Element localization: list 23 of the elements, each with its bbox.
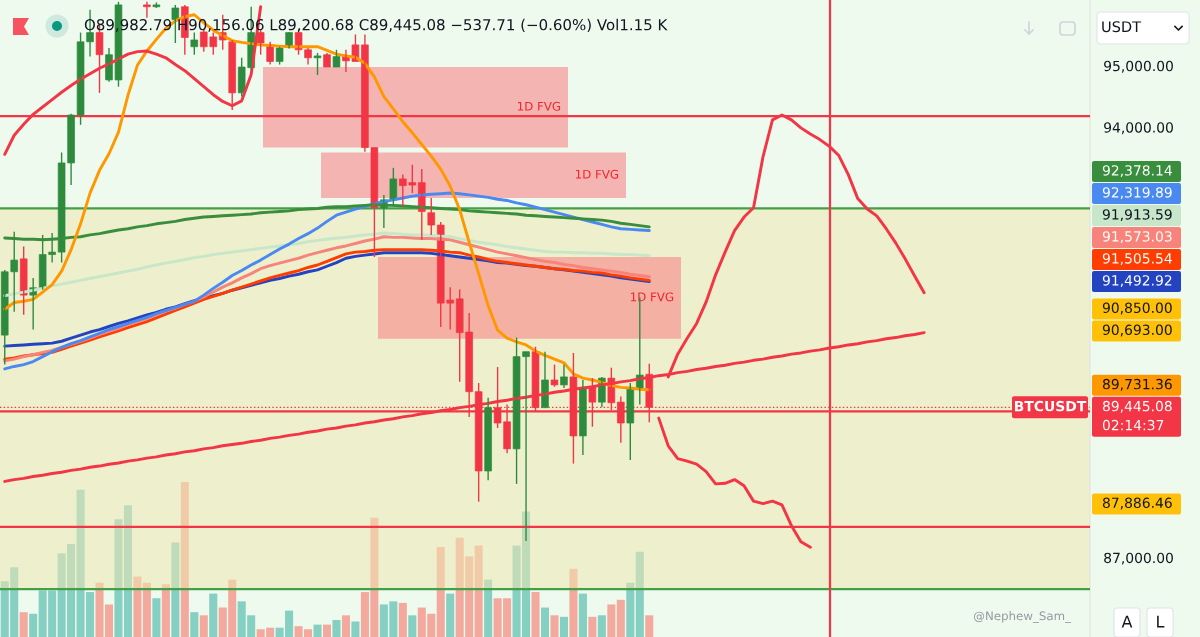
text: 87,886.46: [1102, 497, 1172, 510]
band-label: 1D FVG: [630, 292, 674, 302]
annotation: @Nephew_Sam_: [973, 611, 1072, 623]
text: 90,693.00: [1102, 324, 1172, 337]
band-label: 1D FVG: [575, 169, 619, 179]
text: 91,492.92: [1102, 275, 1172, 288]
y-tick-label: 87,000.00: [1104, 552, 1173, 565]
text: 89,445.08: [1102, 400, 1172, 413]
text: L: [1157, 615, 1165, 628]
text: 92,319.89: [1102, 187, 1172, 200]
text: A: [1121, 615, 1133, 628]
text: 91,573.03: [1102, 231, 1172, 244]
y-tick-label: 94,000.00: [1104, 122, 1173, 135]
text: 91,505.54: [1102, 253, 1172, 266]
text: 92,378.14: [1102, 165, 1172, 178]
text: 02:14:37: [1102, 419, 1164, 431]
text: 91,913.59: [1102, 209, 1172, 222]
text: 90,850.00: [1102, 302, 1172, 315]
band-label: 1D FVG: [517, 101, 561, 111]
y-tick-label: 95,000.00: [1104, 60, 1173, 73]
text: 89,731.36: [1102, 378, 1172, 391]
text: USDT: [1102, 21, 1142, 33]
ref-line-label: BTCUSDT: [1015, 400, 1087, 412]
